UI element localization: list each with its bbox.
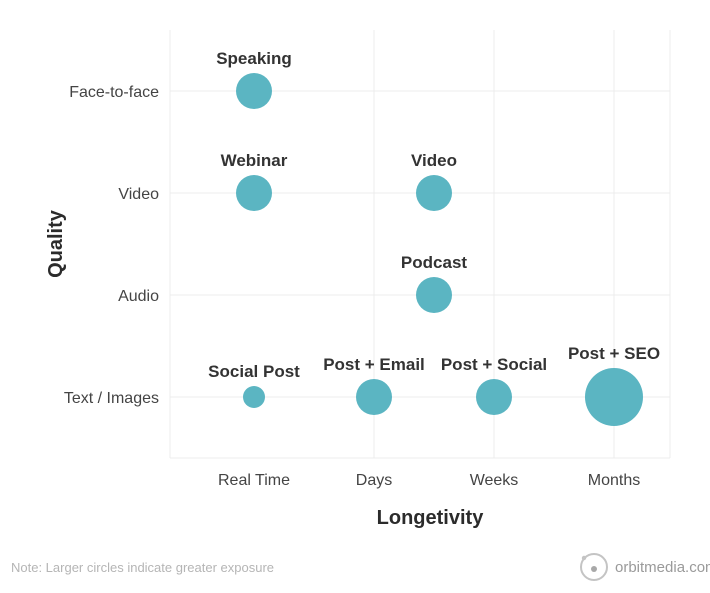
y-tick-labels: Text / Images Audio Video Face-to-face (64, 84, 159, 407)
y-tick-label: Audio (118, 288, 159, 305)
bubbles (236, 73, 643, 426)
bubble-label: Webinar (221, 151, 288, 170)
bubble (416, 277, 452, 313)
orbit-logo-icon (580, 553, 608, 581)
bubble-label: Post + SEO (568, 344, 660, 363)
bubble (356, 379, 392, 415)
chart-note: Note: Larger circles indicate greater ex… (11, 560, 275, 575)
bubble (236, 73, 272, 109)
bubble (585, 368, 643, 426)
bubble-label: Social Post (208, 362, 300, 381)
bubble (236, 175, 272, 211)
bubble-label: Podcast (401, 253, 467, 272)
bubble-label: Speaking (216, 49, 292, 68)
x-tick-labels: Real Time Days Weeks Months (218, 472, 640, 489)
x-tick-label: Days (356, 472, 392, 489)
x-axis-title: Longetivity (377, 507, 485, 529)
y-tick-label: Face-to-face (69, 84, 159, 101)
bubble (476, 379, 512, 415)
brand-watermark: orbitmedia.com (579, 550, 710, 584)
bubble-label: Post + Email (323, 355, 425, 374)
bubble (416, 175, 452, 211)
x-tick-label: Months (588, 472, 640, 489)
x-tick-label: Real Time (218, 472, 290, 489)
y-tick-label: Text / Images (64, 390, 159, 407)
bubble (243, 386, 265, 408)
brand-name: orbitmedia.com (615, 558, 710, 576)
bubble-labels: Speaking Webinar Video Podcast Social Post Po… (208, 49, 660, 381)
y-tick-label: Video (118, 186, 159, 203)
bubble-label: Video (411, 151, 457, 170)
y-axis-title: Quality (45, 209, 67, 278)
x-tick-label: Weeks (470, 472, 519, 489)
bubble-label: Post + Social (441, 355, 547, 374)
